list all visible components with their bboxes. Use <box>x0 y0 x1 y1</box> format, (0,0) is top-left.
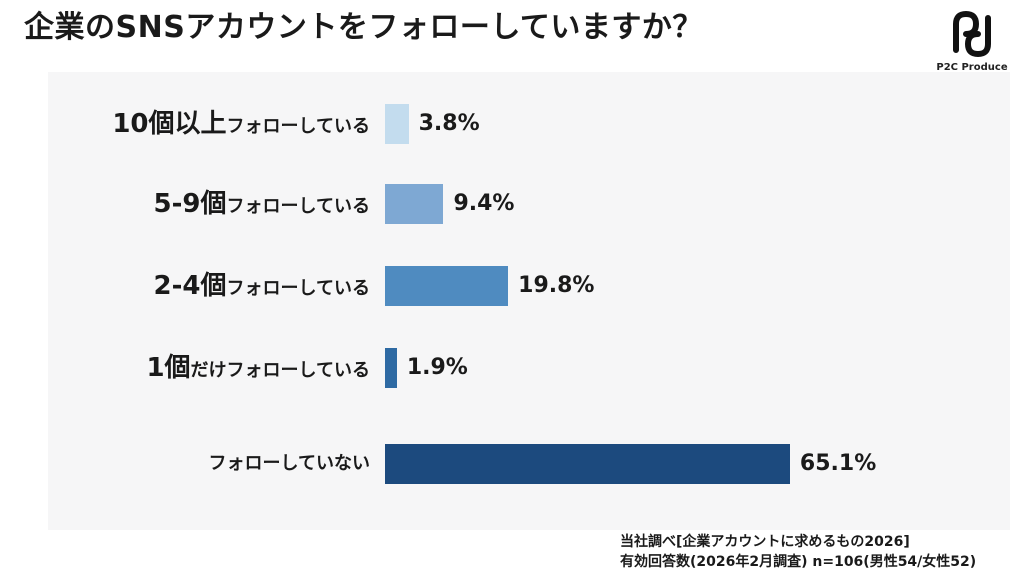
data-label: 1.9% <box>406 355 468 380</box>
data-label: 3.8% <box>418 111 480 136</box>
bar <box>385 266 509 306</box>
category-label-main: 10個以上 <box>112 109 227 139</box>
category-label-sub: フォローしていない <box>208 453 370 474</box>
category-label-sub: フォローしている <box>226 116 370 137</box>
category-label-sub: フォローしている <box>226 196 370 217</box>
category-label-main: 5-9個 <box>153 189 227 219</box>
data-label: 65.1% <box>799 451 877 476</box>
logo-text: P2C Produce <box>936 62 1008 73</box>
p2c-logo: P2C Produce <box>930 6 1014 76</box>
bar <box>385 444 790 484</box>
category-label-main: 1個 <box>146 353 191 383</box>
bar <box>385 348 397 388</box>
category-label: 5-9個フォローしている <box>154 184 370 224</box>
category-label: 1個だけフォローしている <box>146 348 370 388</box>
data-label: 9.4% <box>453 191 515 216</box>
bar <box>385 104 409 144</box>
data-label: 19.8% <box>518 273 595 298</box>
category-label: 2-4個フォローしている <box>154 266 370 306</box>
logo-mark-icon <box>953 10 991 58</box>
category-label-sub: だけフォローしている <box>190 360 370 381</box>
chart-title: 企業のSNSアカウントをフォローしていますか？ <box>24 10 703 45</box>
category-label-main: 2-4個 <box>153 271 227 301</box>
category-label: 10個以上フォローしている <box>112 104 370 144</box>
category-label-sub: フォローしている <box>226 278 370 299</box>
source-line-1: 当社調べ[企業アカウントに求めるもの2026] <box>620 534 910 550</box>
source-line-2: 有効回答数(2026年2月調査) n=106(男性54/女性52) <box>620 554 977 570</box>
bar <box>385 184 444 224</box>
source-note: 当社調べ[企業アカウントに求めるもの2026] 有効回答数(2026年2月調査)… <box>620 532 976 572</box>
category-label: フォローしていない <box>209 444 370 484</box>
